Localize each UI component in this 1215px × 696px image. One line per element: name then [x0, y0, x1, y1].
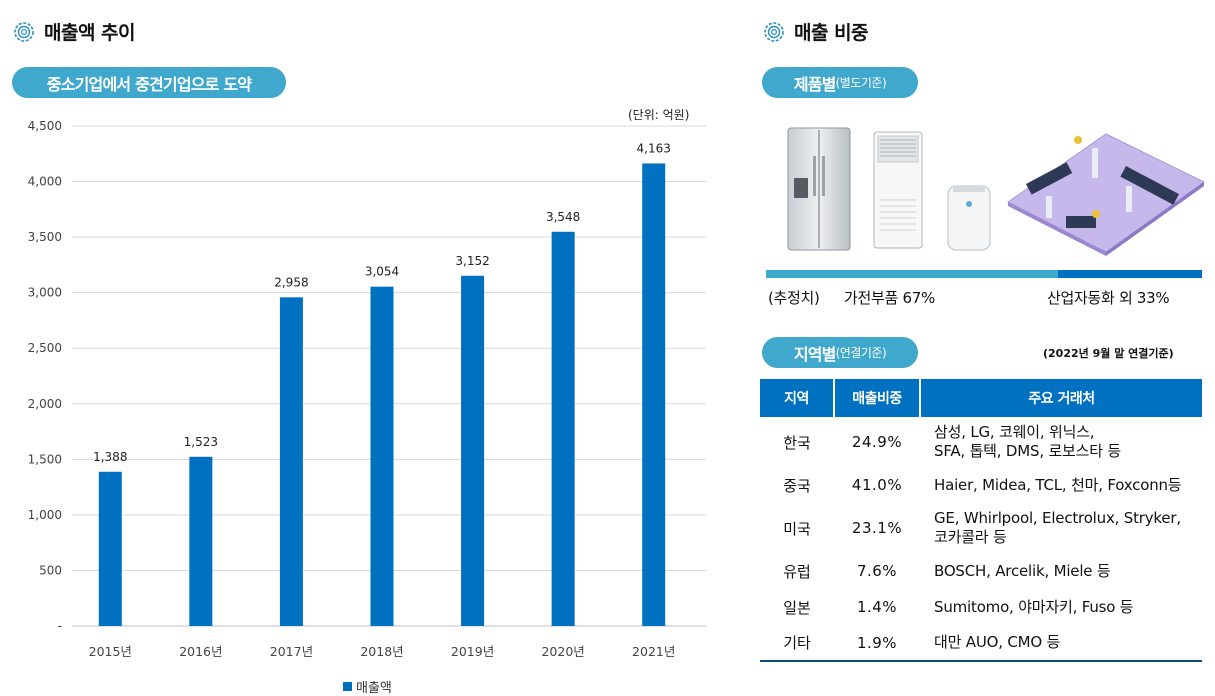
- y-tick-label: 2,000: [28, 397, 62, 411]
- product-share-bar: [766, 270, 1202, 278]
- region-cell: 일본: [783, 598, 811, 617]
- data-label: 1,523: [184, 435, 218, 449]
- y-tick-label: 1,000: [28, 508, 62, 522]
- table-header-row: 지역 매출비중 주요 거래처: [760, 379, 1202, 417]
- share-cell: 24.9%: [851, 433, 903, 451]
- legend-swatch: [343, 682, 352, 691]
- x-tick-label: 2021년: [632, 644, 675, 659]
- share-cell: 7.6%: [856, 562, 898, 580]
- region-cell: 미국: [783, 519, 811, 538]
- factory-automation-image: [1007, 133, 1205, 256]
- product-pill: 제품별 (별도기준): [762, 67, 918, 98]
- sales-trend-header: 매출액 추이: [12, 18, 136, 45]
- table-row: 유럽 7.6% BOSCH, Arcelik, Miele 등: [760, 553, 1202, 589]
- clients-cell: 대만 AUO, CMO 등: [920, 625, 1202, 662]
- share-cell: 41.0%: [851, 476, 903, 494]
- industrial-automation-share-label: 산업자동화 외 33%: [1047, 289, 1170, 307]
- clients-cell: BOSCH, Arcelik, Miele 등: [934, 561, 1111, 580]
- share-cell: 23.1%: [851, 519, 903, 537]
- x-tick-label: 2019년: [451, 644, 494, 659]
- region-cell: 한국: [783, 433, 811, 452]
- y-tick-label: 500: [39, 563, 62, 577]
- bar: [189, 456, 213, 626]
- y-tick-label: 3,500: [28, 230, 62, 244]
- unit-label: (단위: 억원): [628, 108, 690, 122]
- air-conditioner-image: [873, 131, 923, 249]
- y-tick-label: 1,500: [28, 452, 62, 466]
- data-label: 3,152: [455, 254, 489, 268]
- home-appliance-share-segment: [766, 270, 1059, 278]
- region-share-table: 지역 매출비중 주요 거래처 한국 24.9% 삼성, LG, 코웨이, 위닉스…: [760, 379, 1202, 662]
- x-tick-label: 2018년: [360, 644, 403, 659]
- sales-bar-chart: - 500 1,000 1,500 2,000 2,500 3,000 3,500 4,000 4…: [28, 119, 706, 659]
- bar: [279, 297, 303, 626]
- industrial-automation-share-segment: [1058, 270, 1202, 278]
- header-share: 매출비중: [834, 379, 921, 417]
- sales-share-title: 매출 비중: [794, 22, 869, 44]
- sales-share-header: 매출 비중: [762, 18, 869, 45]
- region-cell: 유럽: [783, 562, 811, 581]
- region-pill-main: 지역별: [793, 344, 837, 364]
- header-region: 지역: [760, 379, 835, 417]
- table-row: 미국 23.1% GE, Whirlpool, Electrolux, Stry…: [760, 503, 1202, 553]
- clients-line: 삼성, LG, 코웨이, 위닉스,: [934, 423, 1095, 441]
- data-label: 2,958: [274, 275, 308, 289]
- bar: [370, 286, 394, 626]
- product-pill-main: 제품별: [793, 74, 837, 94]
- region-basis-note: (2022년 9월 말 연결기준): [1043, 347, 1174, 360]
- bar: [642, 163, 666, 626]
- y-tick-label: -: [58, 619, 62, 633]
- product-pill-sub: (별도기준): [835, 76, 887, 90]
- clients-line: GE, Whirlpool, Electrolux, Stryker,: [934, 509, 1181, 527]
- legend-label: 매출액: [356, 681, 392, 696]
- share-cell: 1.4%: [856, 598, 898, 616]
- table-row: 기타 1.9% 대만 AUO, CMO 등: [760, 625, 1202, 662]
- estimate-label: (추정치): [768, 289, 820, 307]
- y-tick-label: 4,000: [28, 175, 62, 189]
- region-cell: 중국: [783, 476, 811, 495]
- data-label: 3,054: [365, 265, 399, 279]
- table-row: 한국 24.9% 삼성, LG, 코웨이, 위닉스, SFA, 톱텍, DMS, …: [760, 417, 1202, 467]
- clients-cell: 삼성, LG, 코웨이, 위닉스, SFA, 톱텍, DMS, 로보스타 등: [920, 417, 1202, 467]
- y-tick-label: 4,500: [28, 119, 62, 133]
- table-row: 일본 1.4% Sumitomo, 야마자키, Fuso 등: [760, 589, 1202, 625]
- y-tick-label: 3,000: [28, 286, 62, 300]
- bar: [98, 471, 122, 626]
- clients-cell: GE, Whirlpool, Electrolux, Stryker, 코카콜라 …: [920, 503, 1202, 553]
- growth-pill: 중소기업에서 중견기업으로 도약: [12, 67, 286, 98]
- x-tick-label: 2015년: [89, 644, 132, 659]
- chart-legend: 매출액: [343, 677, 392, 696]
- gear-icon: [14, 21, 34, 42]
- gear-icon: [764, 21, 784, 42]
- x-tick-label: 2016년: [179, 644, 222, 659]
- x-tick-label: 2020년: [541, 644, 584, 659]
- share-cell: 1.9%: [834, 625, 920, 662]
- bar: [461, 275, 485, 626]
- clients-cell: Sumitomo, 야마자키, Fuso 등: [934, 597, 1134, 616]
- refrigerator-image: [787, 127, 851, 251]
- sales-trend-title: 매출액 추이: [44, 22, 136, 44]
- data-label: 4,163: [637, 141, 671, 155]
- clients-cell: Haier, Midea, TCL, 천마, Foxconn등: [934, 475, 1182, 494]
- y-tick-label: 2,500: [28, 341, 62, 355]
- region-pill: 지역별 (연결기준): [762, 337, 918, 368]
- table-row: 중국 41.0% Haier, Midea, TCL, 천마, Foxconn등: [760, 467, 1202, 503]
- clients-line: SFA, 톱텍, DMS, 로보스타 등: [934, 442, 1122, 460]
- air-purifier-image: [947, 185, 991, 251]
- header-clients: 주요 거래처: [920, 379, 1202, 417]
- bar: [551, 231, 575, 626]
- data-label: 3,548: [546, 210, 580, 224]
- home-appliance-share-label: 가전부품 67%: [844, 289, 935, 307]
- region-cell: 기타: [760, 625, 834, 662]
- clients-line: 코카콜라 등: [934, 528, 1007, 546]
- x-tick-label: 2017년: [270, 644, 313, 659]
- region-pill-sub: (연결기준): [835, 346, 887, 360]
- data-label: 1,388: [93, 450, 127, 464]
